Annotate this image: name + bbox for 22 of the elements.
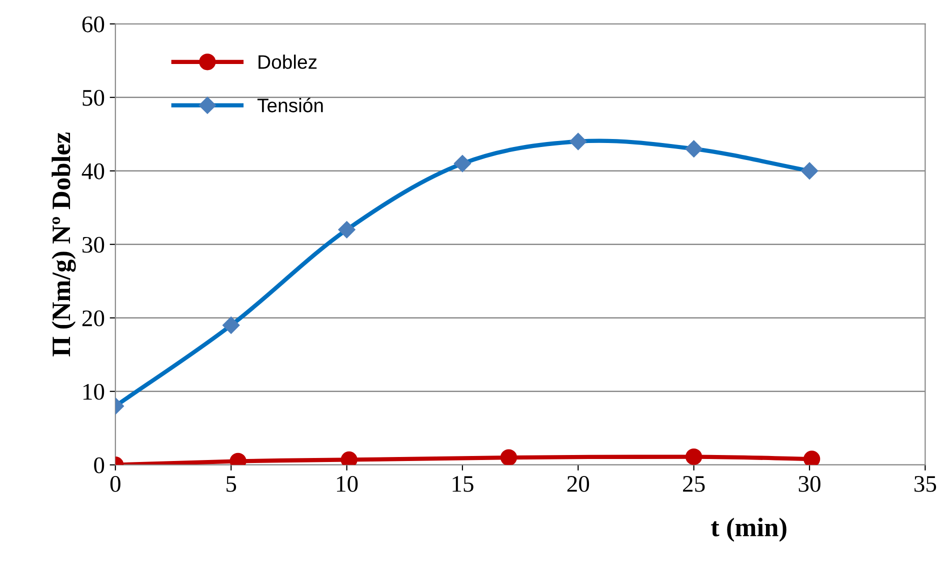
y-tick-label: 60 (82, 16, 104, 32)
x-tick-label: 10 (337, 476, 358, 492)
x-axis-title: t (min) (711, 518, 786, 542)
x-tick-label: 5 (226, 476, 236, 492)
y-axis-title: Π (Nm/g) Nº Doblez (52, 132, 76, 356)
point (500, 449, 518, 465)
y-tick-label: 10 (83, 384, 104, 400)
y-tick-label: 40 (82, 163, 104, 180)
point (685, 448, 702, 465)
x-tick-label: 30 (798, 476, 820, 492)
x-tick-label: 15 (452, 476, 474, 492)
point (803, 450, 820, 465)
x-tick-label: 20 (567, 476, 590, 492)
y-tick-label: 20 (82, 310, 104, 326)
x-tick-label: 0 (110, 476, 120, 492)
legend-label: Doblez (258, 54, 317, 69)
legend-label: Tensión (257, 98, 323, 112)
x-tick-label: 35 (914, 476, 936, 492)
y-tick-label: 50 (82, 90, 104, 106)
x-tick-label: 25 (683, 476, 705, 492)
y-tick-label: 30 (82, 236, 104, 253)
y-tick-label: 0 (94, 457, 104, 474)
